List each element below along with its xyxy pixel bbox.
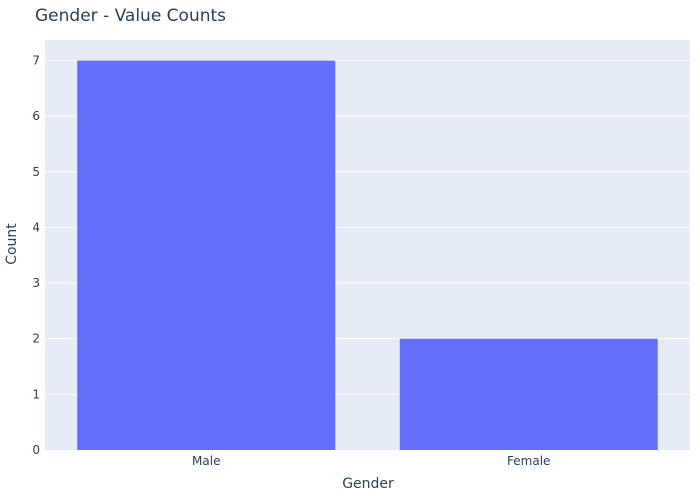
bars bbox=[77, 60, 658, 451]
y-tick-label: 7 bbox=[32, 54, 40, 68]
x-tick-label-female: Female bbox=[507, 454, 550, 468]
y-tick-label: 4 bbox=[32, 220, 40, 234]
x-tick-label-male: Male bbox=[192, 454, 220, 468]
y-tick-label: 3 bbox=[32, 276, 40, 290]
y-axis-ticks: 0 1 2 3 4 5 6 7 bbox=[32, 54, 40, 457]
y-tick-label: 1 bbox=[32, 387, 40, 401]
y-axis-title: Count bbox=[4, 223, 20, 265]
y-tick-label: 2 bbox=[32, 332, 40, 346]
y-tick-label: 0 bbox=[32, 443, 40, 457]
y-tick-label: 6 bbox=[32, 109, 40, 123]
x-axis-title: Gender bbox=[342, 476, 394, 492]
bar-female[interactable] bbox=[399, 338, 658, 450]
x-axis-ticks: Male Female bbox=[192, 454, 550, 468]
bar-male[interactable] bbox=[77, 60, 336, 451]
y-tick-label: 5 bbox=[32, 165, 40, 179]
chart-title: Gender - Value Counts bbox=[35, 6, 226, 26]
